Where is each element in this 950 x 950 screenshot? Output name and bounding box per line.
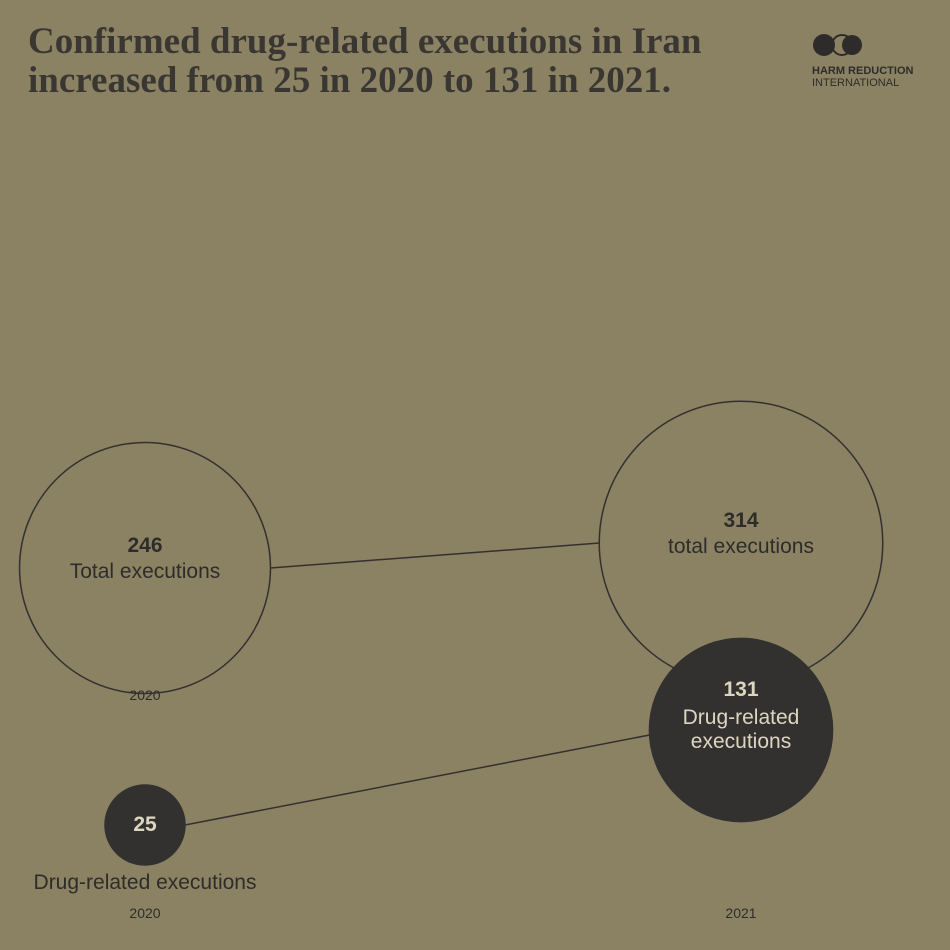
bubble	[104, 784, 186, 866]
logo-mark	[813, 34, 862, 56]
bubble-label: Total executions	[69, 560, 221, 583]
logo-text: HARM REDUCTION	[812, 65, 914, 77]
value-label: 246	[127, 534, 163, 557]
year-label: 2021	[725, 905, 757, 921]
value-label: 25	[133, 813, 157, 836]
value-label: 131	[723, 678, 759, 701]
logo: HARM REDUCTION INTERNATIONAL	[812, 32, 913, 89]
connector	[184, 734, 650, 826]
bubble-label: Drug-related executions	[33, 871, 257, 894]
year-label: 2020	[129, 687, 161, 703]
bubble	[18, 441, 272, 695]
title: Confirmed drug-related executions in Ira…	[28, 21, 702, 101]
bubble-label: total executions	[668, 535, 814, 558]
value-label: 314	[723, 509, 759, 532]
bubble-label: Drug-related executions	[682, 706, 800, 753]
logo-text: INTERNATIONAL	[812, 77, 900, 89]
bubble	[648, 637, 834, 823]
year-label: 2020	[129, 905, 161, 921]
connector	[270, 542, 600, 569]
